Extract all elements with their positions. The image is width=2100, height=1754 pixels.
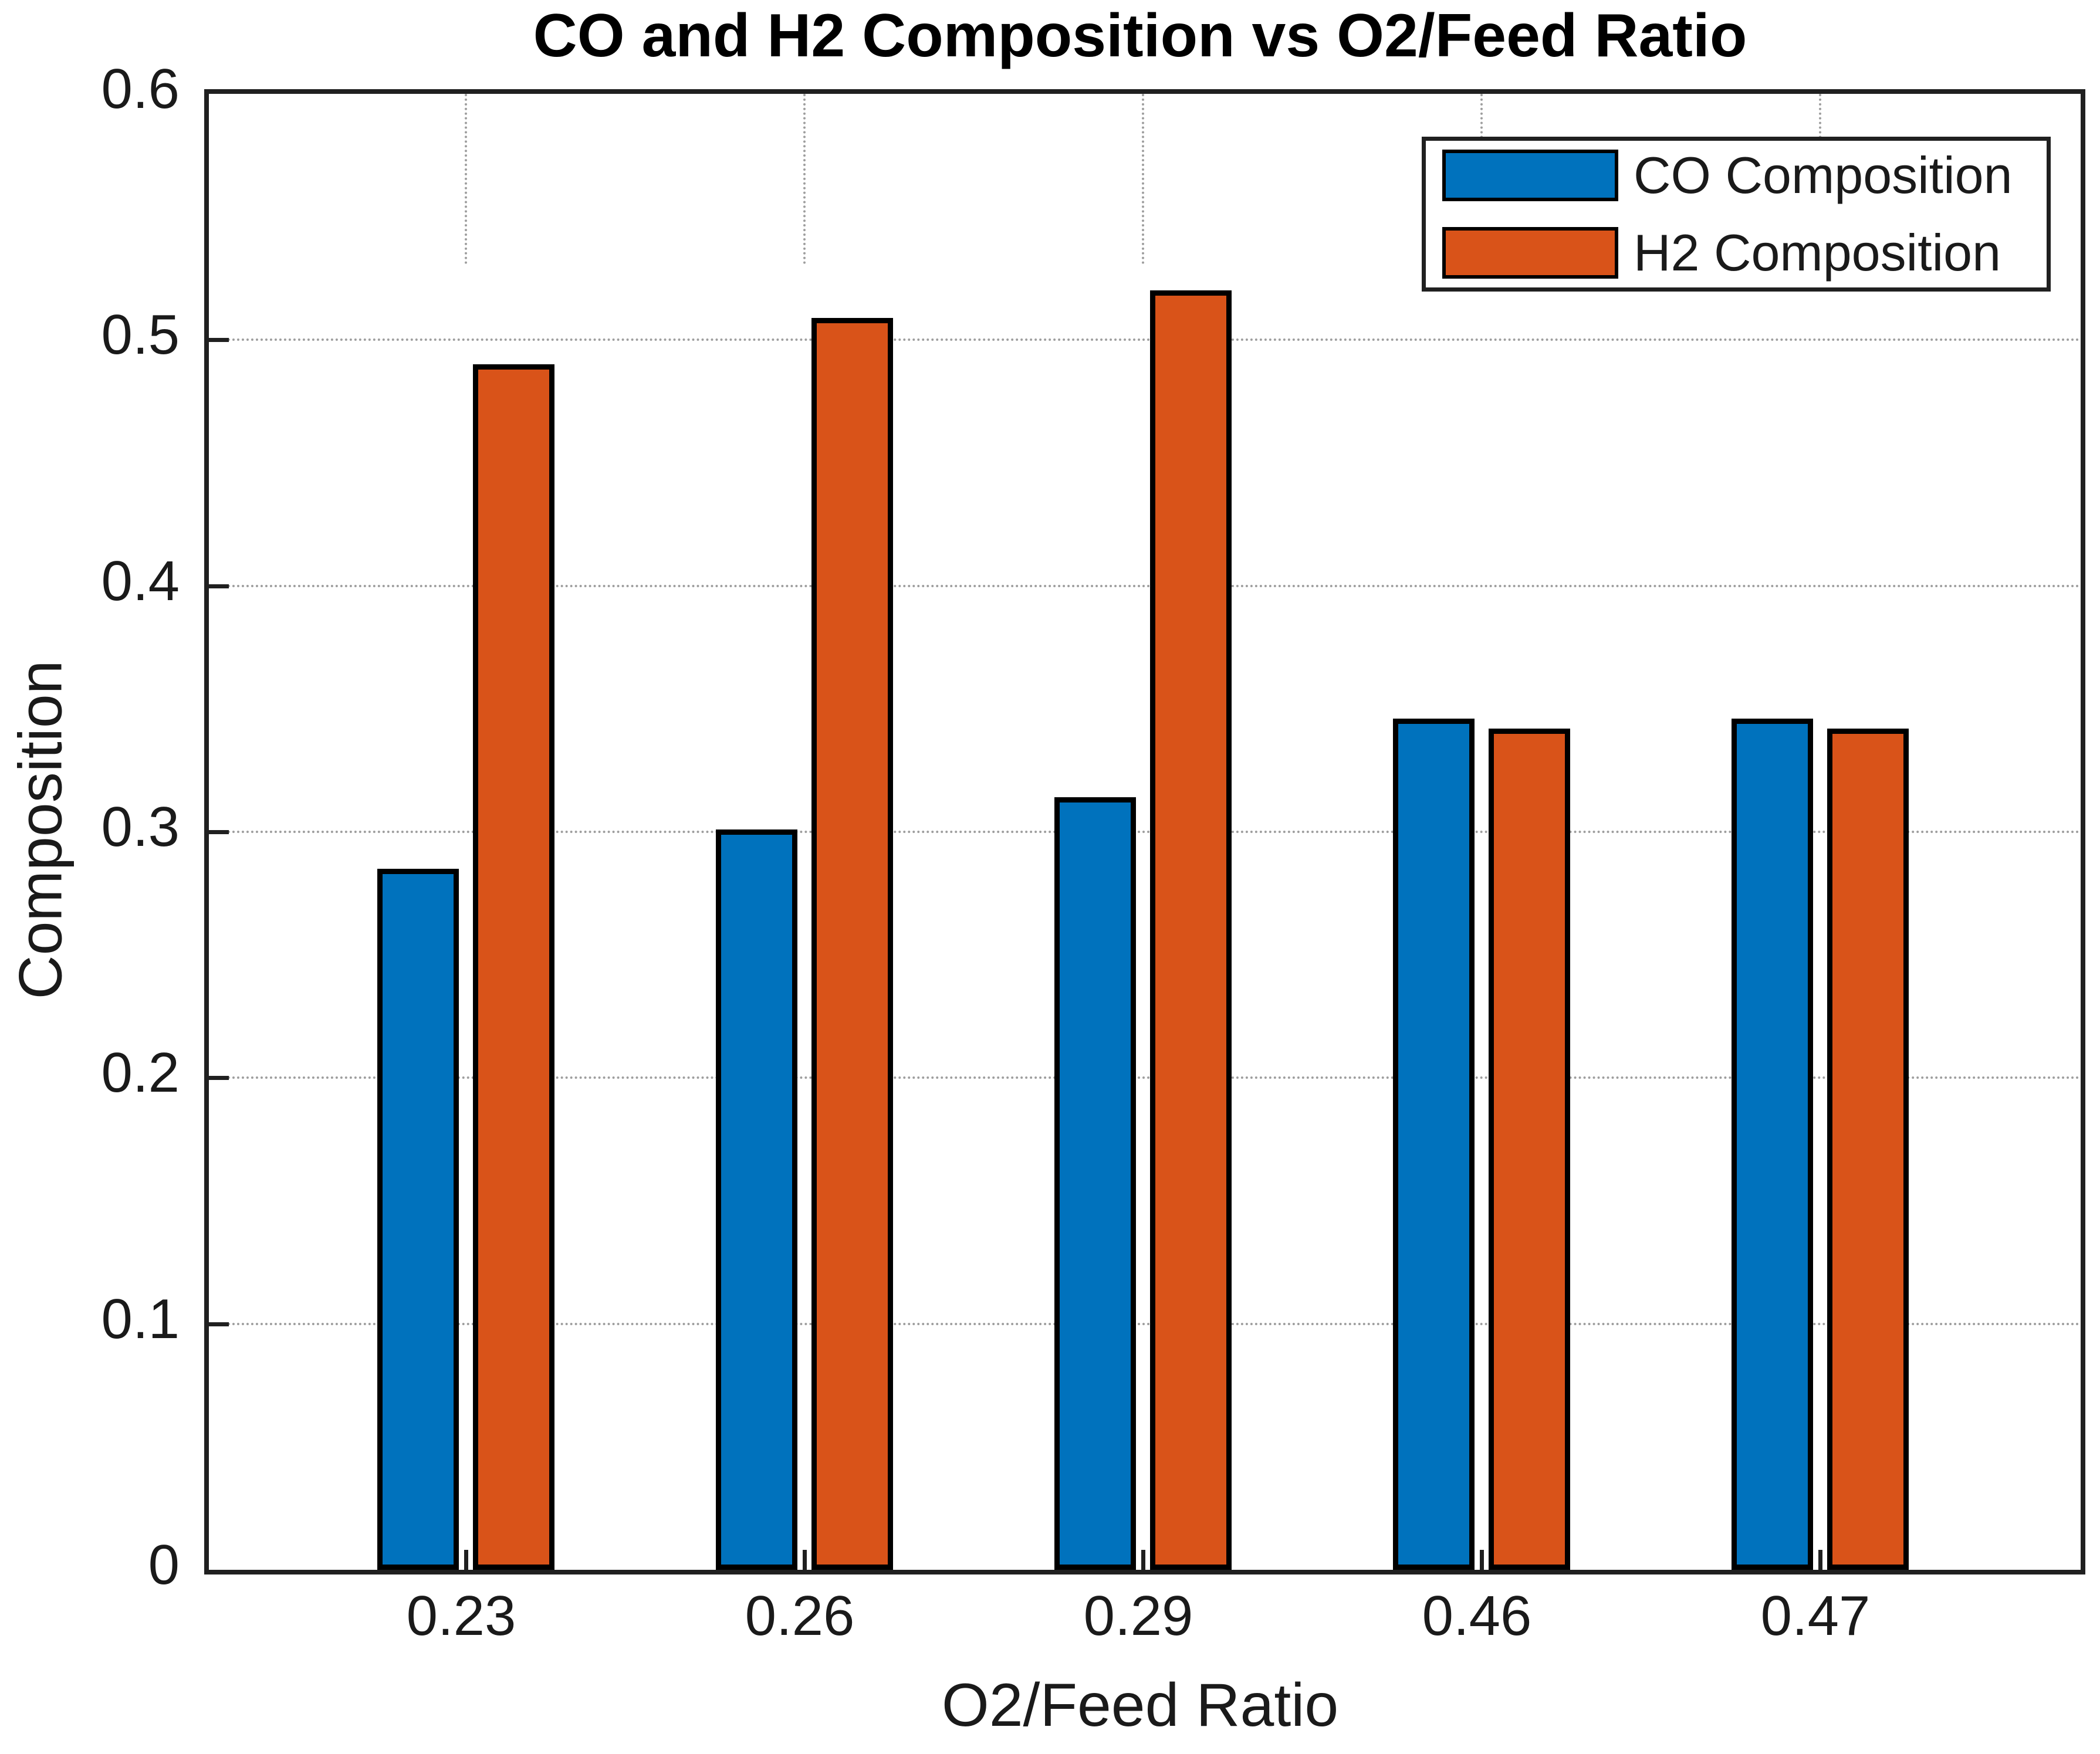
y-tick-0.5	[209, 338, 229, 343]
y-tick-0.2	[209, 1076, 229, 1081]
legend-swatch-co	[1442, 150, 1618, 201]
x-tick-0.47	[1818, 1550, 1822, 1570]
x-tick-0.29	[1141, 1550, 1145, 1570]
bar-co-0.46	[1393, 719, 1475, 1570]
y-tick-0.3	[209, 830, 229, 834]
legend-label-2: H2 Composition	[1634, 224, 2001, 282]
legend-swatch-h2	[1442, 227, 1618, 279]
x-tick-0.46	[1480, 1550, 1484, 1570]
x-tick-label-0.23: 0.23	[406, 1584, 516, 1647]
legend-row-1: CO Composition	[1442, 145, 2047, 205]
v-gridline-0.23	[465, 94, 467, 264]
x-tick-label-0.29: 0.29	[1083, 1584, 1193, 1647]
legend-row-2: H2 Composition	[1442, 223, 2047, 283]
h-gridline-0.3	[209, 831, 2081, 833]
y-tick-label-0.4: 0.4	[101, 549, 180, 612]
h-gridline-0.5	[209, 338, 2081, 341]
plot-area	[204, 89, 2085, 1574]
y-tick-0.1	[209, 1322, 229, 1326]
h-gridline-0.2	[209, 1076, 2081, 1079]
y-tick-label-0.2: 0.2	[101, 1041, 180, 1105]
bar-co-0.26	[716, 829, 797, 1570]
h-gridline-0.1	[209, 1322, 2081, 1325]
legend: CO Composition H2 Composition	[1422, 137, 2051, 292]
h-gridline-0.4	[209, 584, 2081, 587]
bar-h2-0.46	[1489, 728, 1570, 1570]
bar-h2-0.26	[811, 317, 893, 1570]
y-tick-label-0.3: 0.3	[101, 795, 180, 858]
x-tick-0.23	[464, 1550, 468, 1570]
v-gridline-0.26	[803, 94, 806, 264]
y-tick-0.4	[209, 584, 229, 588]
bar-h2-0.47	[1827, 728, 1909, 1570]
bar-co-0.47	[1732, 719, 1813, 1570]
bar-h2-0.23	[473, 364, 554, 1570]
y-tick-label-0.1: 0.1	[101, 1287, 180, 1350]
y-tick-label-0: 0	[148, 1533, 180, 1596]
legend-label-1: CO Composition	[1634, 146, 2013, 204]
bar-h2-0.29	[1150, 290, 1232, 1570]
x-tick-label-0.26: 0.26	[745, 1584, 855, 1647]
x-axis-label: O2/Feed Ratio	[941, 1671, 1339, 1739]
v-gridline-0.29	[1142, 94, 1144, 264]
bar-co-0.23	[377, 868, 459, 1570]
y-tick-label-0.5: 0.5	[101, 303, 180, 367]
x-tick-0.26	[803, 1550, 807, 1570]
bar-co-0.29	[1054, 797, 1136, 1570]
x-tick-label-0.47: 0.47	[1760, 1584, 1871, 1647]
x-tick-label-0.46: 0.46	[1422, 1584, 1532, 1647]
chart-title: CO and H2 Composition vs O2/Feed Ratio	[533, 2, 1747, 70]
y-tick-label-0.6: 0.6	[101, 57, 180, 120]
